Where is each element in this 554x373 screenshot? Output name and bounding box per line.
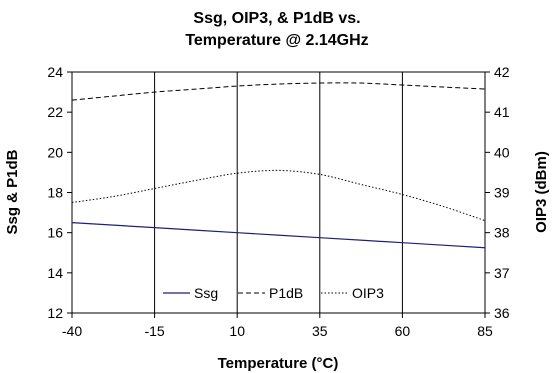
- y-right-tick-label: 41: [494, 104, 510, 120]
- y-axis-left-label: Ssg & P1dB: [4, 149, 21, 234]
- y-left-tick-label: 22: [47, 104, 63, 120]
- y-left-tick-label: 16: [47, 225, 63, 241]
- x-axis-label: Temperature (°C): [218, 355, 339, 372]
- legend-label-oip3: OIP3: [352, 285, 384, 301]
- x-tick-label: -40: [62, 323, 82, 339]
- y-axis-right-label: OIP3 (dBm): [533, 151, 550, 233]
- series-line-p1db: [71, 82, 486, 101]
- vertical-gridlines: [154, 72, 403, 313]
- y-left-tick-label: 18: [47, 185, 63, 201]
- y-left-tick-label: 24: [47, 64, 63, 80]
- legend: Ssg P1dB OIP3: [163, 285, 384, 301]
- y-right-tick-label: 40: [494, 144, 510, 160]
- legend-label-ssg: Ssg: [194, 285, 218, 301]
- x-tick-label: 10: [229, 323, 245, 339]
- y-right-tick-label: 38: [494, 225, 510, 241]
- axis-ticks: -40 -15 10 35 60 85 12 14 16 18 20 22 24 36 37 38 39 40 41…: [47, 64, 509, 339]
- series-line-oip3: [71, 169, 486, 222]
- x-tick-label: 35: [312, 323, 328, 339]
- y-left-tick-label: 12: [47, 305, 63, 321]
- plot-area-border: [71, 71, 486, 314]
- y-right-tick-label: 36: [494, 305, 510, 321]
- x-tick-label: 85: [477, 323, 493, 339]
- y-right-tick-label: 37: [494, 265, 510, 281]
- series-lines: [71, 82, 486, 249]
- y-left-tick-label: 20: [47, 144, 63, 160]
- y-right-tick-label: 39: [494, 185, 510, 201]
- y-left-tick-label: 14: [47, 265, 63, 281]
- chart-title-line-2: Temperature @ 2.14GHz: [185, 32, 368, 49]
- series-line-ssg: [71, 222, 486, 249]
- x-tick-label: -15: [144, 323, 164, 339]
- y-right-tick-label: 42: [494, 64, 510, 80]
- chart-title-line-1: Ssg, OIP3, & P1dB vs.: [193, 10, 360, 27]
- x-tick-label: 60: [395, 323, 411, 339]
- legend-label-p1db: P1dB: [269, 285, 303, 301]
